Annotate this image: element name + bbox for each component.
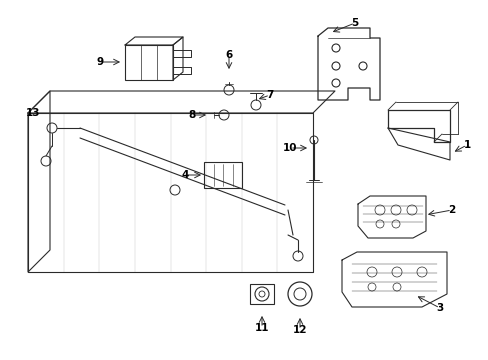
Text: 10: 10 xyxy=(282,143,297,153)
Text: 9: 9 xyxy=(96,57,103,67)
Text: 4: 4 xyxy=(181,170,188,180)
Text: 7: 7 xyxy=(266,90,273,100)
Bar xyxy=(203,162,242,188)
Text: 11: 11 xyxy=(254,323,269,333)
Text: 12: 12 xyxy=(292,325,306,335)
Text: 5: 5 xyxy=(351,18,358,28)
Text: 13: 13 xyxy=(26,108,40,118)
Text: 6: 6 xyxy=(225,50,232,60)
Text: 8: 8 xyxy=(188,110,195,120)
Text: 1: 1 xyxy=(463,140,469,150)
Bar xyxy=(249,284,273,304)
Text: 2: 2 xyxy=(447,205,455,215)
Text: 3: 3 xyxy=(435,303,443,313)
Bar xyxy=(125,45,173,80)
